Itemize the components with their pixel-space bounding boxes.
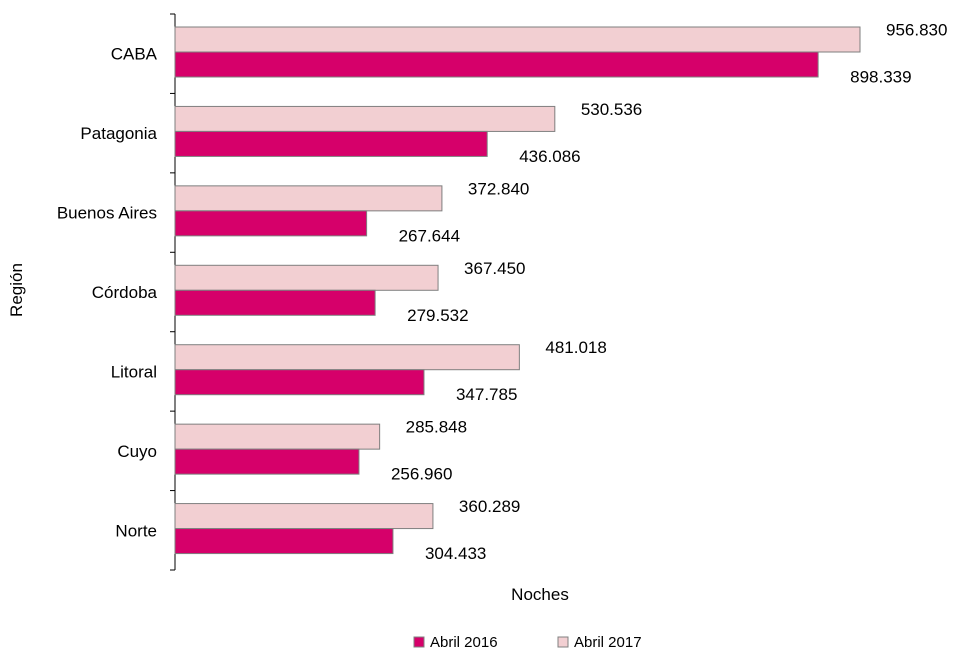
bar-abril-2016-litoral — [174, 369, 425, 396]
data-label-abril-2016-caba: 898.339 — [850, 68, 911, 87]
x-axis-title: Noches — [511, 585, 569, 604]
bars-layer — [174, 26, 861, 555]
data-label-abril-2016-cordoba: 279.532 — [407, 306, 468, 325]
y-axis-title: Región — [7, 263, 26, 317]
data-label-abril-2017-litoral: 481.018 — [545, 338, 606, 357]
data-label-abril-2017-patagonia: 530.536 — [581, 100, 642, 119]
bar-abril-2016-norte — [174, 528, 394, 555]
category-label-litoral: Litoral — [111, 362, 157, 381]
data-label-abril-2016-cuyo: 256.960 — [391, 465, 452, 484]
legend-swatch-abril-2016 — [413, 636, 425, 648]
bar-abril-2017-cordoba — [174, 264, 439, 291]
legend: Abril 2016 Abril 2017 — [413, 634, 642, 651]
legend-swatch-abril-2017 — [557, 636, 569, 648]
labels-layer: 956.830 898.339 530.536 436.086 372.840 267.6… — [391, 21, 947, 564]
data-label-abril-2016-buenos-aires: 267.644 — [399, 226, 460, 245]
category-label-cordoba: Córdoba — [92, 283, 158, 302]
data-label-abril-2016-norte: 304.433 — [425, 544, 486, 563]
bar-abril-2017-patagonia — [174, 105, 556, 132]
category-label-cuyo: Cuyo — [117, 442, 157, 461]
bar-abril-2017-buenos-aires — [174, 185, 443, 212]
bar-abril-2016-cuyo — [174, 448, 360, 475]
legend-label-abril-2017: Abril 2017 — [574, 634, 642, 651]
bar-abril-2016-cordoba — [174, 289, 376, 316]
category-label-buenos-aires: Buenos Aires — [57, 204, 157, 223]
bar-abril-2017-caba — [174, 26, 861, 53]
data-label-abril-2016-patagonia: 436.086 — [519, 147, 580, 166]
data-label-abril-2017-cordoba: 367.450 — [464, 259, 525, 278]
data-label-abril-2016-litoral: 347.785 — [456, 385, 517, 404]
category-labels: CABA Patagonia Buenos Aires Córdoba Litoral C… — [57, 45, 158, 541]
category-label-caba: CABA — [111, 45, 158, 64]
bar-abril-2017-cuyo — [174, 423, 381, 450]
category-label-patagonia: Patagonia — [80, 124, 157, 143]
data-label-abril-2017-buenos-aires: 372.840 — [468, 179, 529, 198]
category-label-norte: Norte — [115, 521, 157, 540]
data-label-abril-2017-cuyo: 285.848 — [406, 418, 467, 437]
data-label-abril-2017-norte: 360.289 — [459, 497, 520, 516]
data-label-abril-2017-caba: 956.830 — [886, 21, 947, 40]
bar-abril-2016-caba — [174, 51, 819, 78]
bar-abril-2016-buenos-aires — [174, 210, 368, 237]
bar-abril-2017-litoral — [174, 344, 520, 371]
axis-layer — [170, 13, 176, 571]
bar-abril-2016-patagonia — [174, 130, 488, 157]
bar-abril-2017-norte — [174, 503, 434, 530]
legend-label-abril-2016: Abril 2016 — [430, 634, 498, 651]
